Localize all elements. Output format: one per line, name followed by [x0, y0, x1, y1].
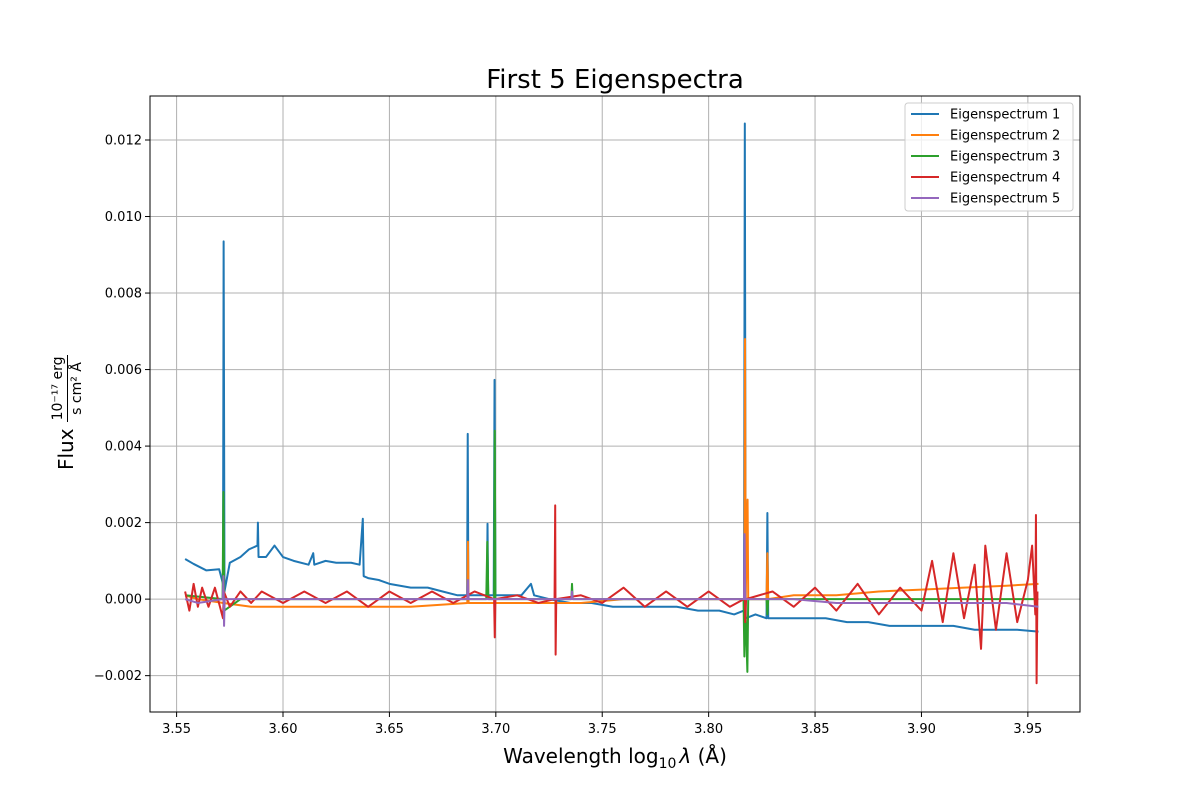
y-axis-unit-numerator: 10⁻¹⁷ erg — [50, 354, 68, 423]
x-axis-label-main: Wavelength log — [503, 744, 659, 768]
legend-label-2: Eigenspectrum 2 — [950, 129, 1060, 144]
series-line-5 — [184, 533, 1039, 627]
y-axis-unit-denominator: s cm² Å — [69, 362, 85, 415]
x-tick-label: 3.65 — [375, 722, 404, 737]
x-tick-label: 3.55 — [162, 722, 191, 737]
y-tick-label: 0.012 — [105, 134, 142, 149]
series-line-2 — [184, 337, 1039, 608]
y-tick-label: 0.000 — [105, 593, 142, 608]
x-tick-label: 3.60 — [269, 722, 298, 737]
legend: Eigenspectrum 1 Eigenspectrum 2 Eigenspect… — [904, 102, 1074, 212]
legend-label-5: Eigenspectrum 5 — [950, 192, 1060, 207]
chart-title: First 5 Eigenspectra — [486, 65, 744, 95]
series-line-4 — [184, 504, 1039, 685]
legend-label-1: Eigenspectrum 1 — [950, 108, 1060, 123]
y-axis-label: Flux 10⁻¹⁷ erg s cm² Å — [50, 354, 85, 470]
plot-frame — [149, 95, 1081, 713]
series-line-3 — [185, 429, 1039, 673]
legend-label-4: Eigenspectrum 4 — [950, 171, 1060, 186]
y-tick-label: 0.004 — [105, 440, 142, 455]
y-ticks: −0.002 0.000 0.002 0.004 0.006 0.008 0.010 0.01… — [94, 134, 150, 684]
x-tick-label: 3.75 — [588, 722, 617, 737]
x-axis-label-lambda: λ — [678, 744, 691, 768]
x-tick-label: 3.85 — [801, 722, 830, 737]
x-axis-label: Wavelength log10 λ (Å) — [503, 744, 727, 772]
y-axis-label-main: Flux — [54, 428, 78, 470]
legend-label-3: Eigenspectrum 3 — [950, 150, 1060, 165]
legend-box — [904, 102, 1074, 212]
y-tick-label: −0.002 — [94, 669, 142, 684]
x-axis-label-unit: (Å) — [691, 744, 727, 768]
x-axis-label-subscript: 10 — [659, 756, 677, 772]
x-tick-label: 3.95 — [1013, 722, 1042, 737]
x-tick-label: 3.70 — [481, 722, 510, 737]
y-tick-label: 0.006 — [105, 363, 142, 378]
y-axis-unit-fraction: 10⁻¹⁷ erg s cm² Å — [50, 354, 85, 423]
series-line-1 — [184, 122, 1039, 633]
x-tick-label: 3.90 — [907, 722, 936, 737]
y-tick-label: 0.008 — [105, 287, 142, 302]
series-lines — [184, 122, 1039, 685]
x-ticks: 3.55 3.60 3.65 3.70 3.75 3.80 3.85 3.90 3.95 — [162, 712, 1042, 737]
y-tick-label: 0.002 — [105, 516, 142, 531]
x-tick-label: 3.80 — [694, 722, 723, 737]
y-tick-label: 0.010 — [105, 210, 142, 225]
